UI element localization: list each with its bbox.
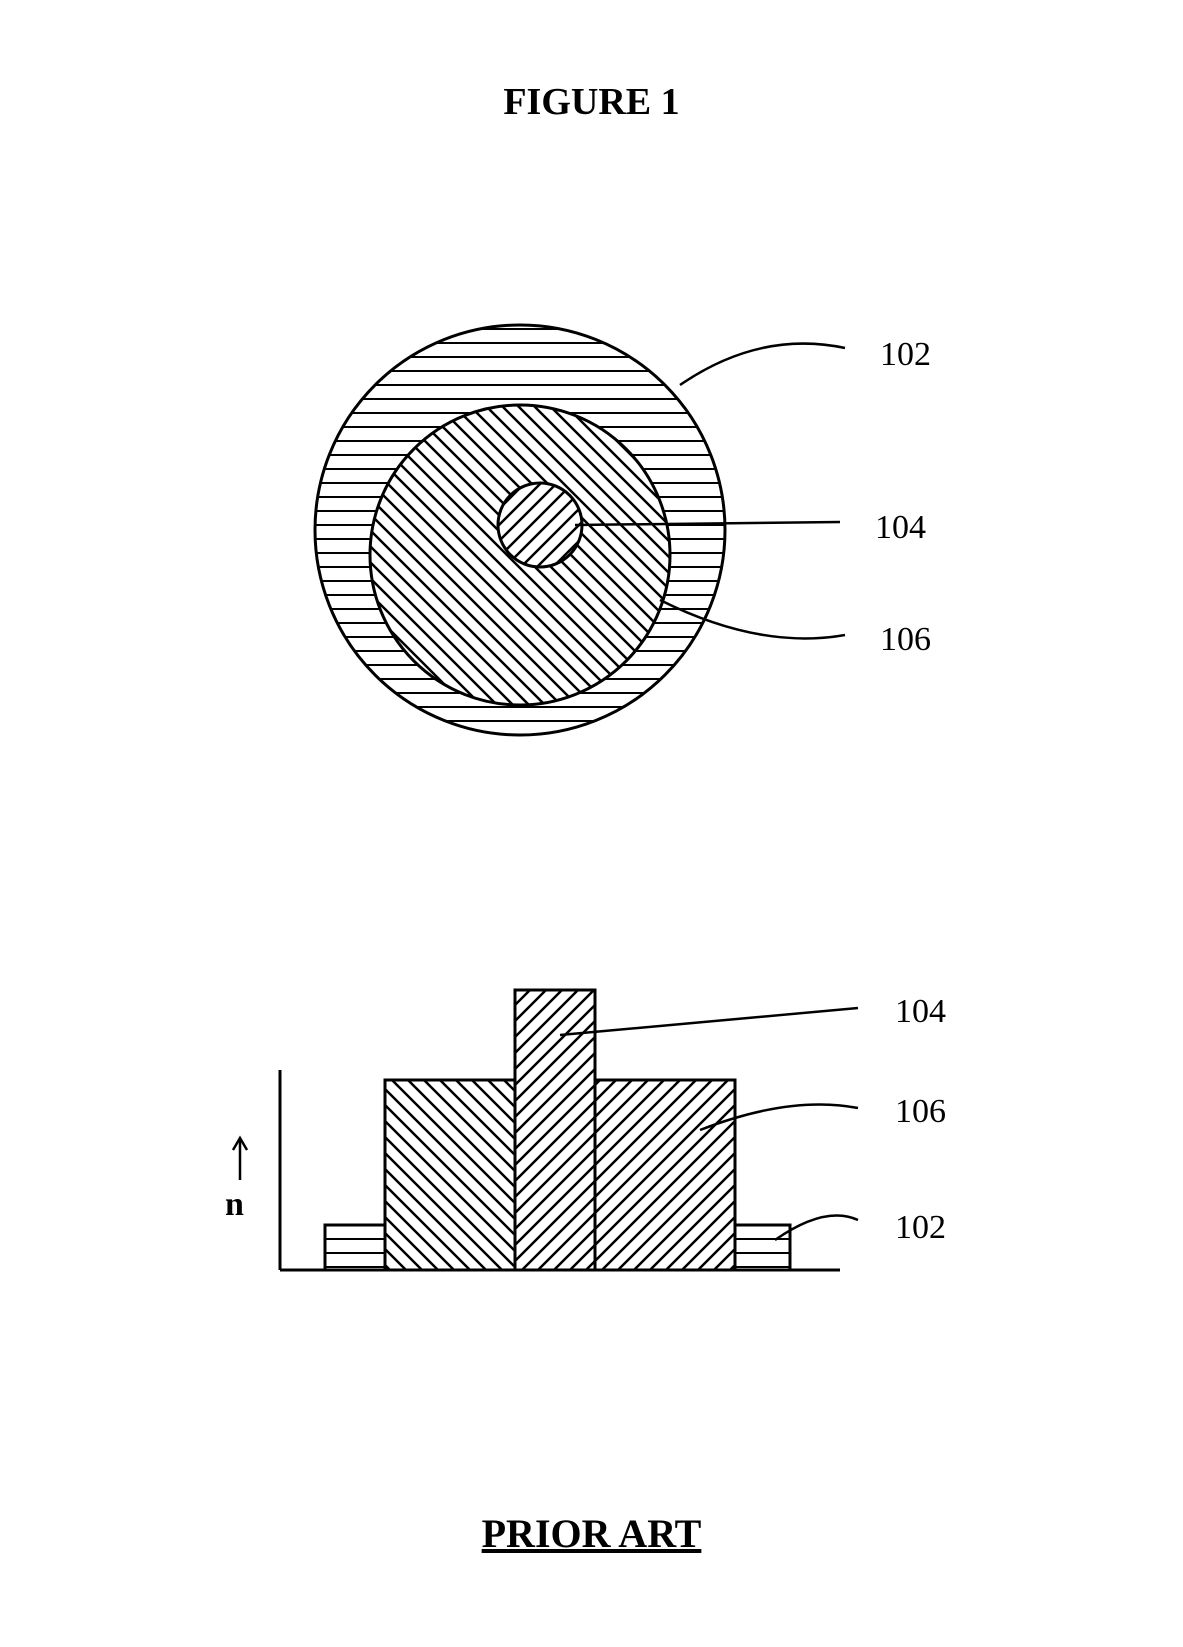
diagram-svg: 102 104 106 n bbox=[0, 0, 1183, 1647]
bar-mid-right-106 bbox=[595, 1080, 735, 1270]
prior-art-label: PRIOR ART bbox=[0, 1510, 1183, 1557]
callout-label-106-bottom: 106 bbox=[895, 1093, 946, 1130]
core-104 bbox=[498, 483, 582, 567]
bar-outer-left-102 bbox=[325, 1225, 385, 1270]
callout-label-104-top: 104 bbox=[875, 509, 926, 546]
callout-label-102-top: 102 bbox=[880, 336, 931, 373]
callout-106-bottom: 106 bbox=[700, 1093, 946, 1130]
callout-label-106-top: 106 bbox=[880, 621, 931, 658]
callout-102-top: 102 bbox=[680, 336, 931, 385]
bar-outer-right-102 bbox=[735, 1225, 790, 1270]
cross-section: 102 104 106 bbox=[315, 325, 931, 735]
callout-label-104-bottom: 104 bbox=[895, 993, 946, 1030]
bar-mid-left-106 bbox=[385, 1080, 515, 1270]
axis-label-n: n bbox=[225, 1186, 244, 1223]
callout-label-102-bottom: 102 bbox=[895, 1209, 946, 1246]
callout-102-bottom: 102 bbox=[775, 1209, 946, 1246]
index-profile: n 104 106 102 bbox=[225, 990, 946, 1270]
page: FIGURE 1 bbox=[0, 0, 1183, 1647]
callout-104-bottom: 104 bbox=[560, 993, 946, 1035]
